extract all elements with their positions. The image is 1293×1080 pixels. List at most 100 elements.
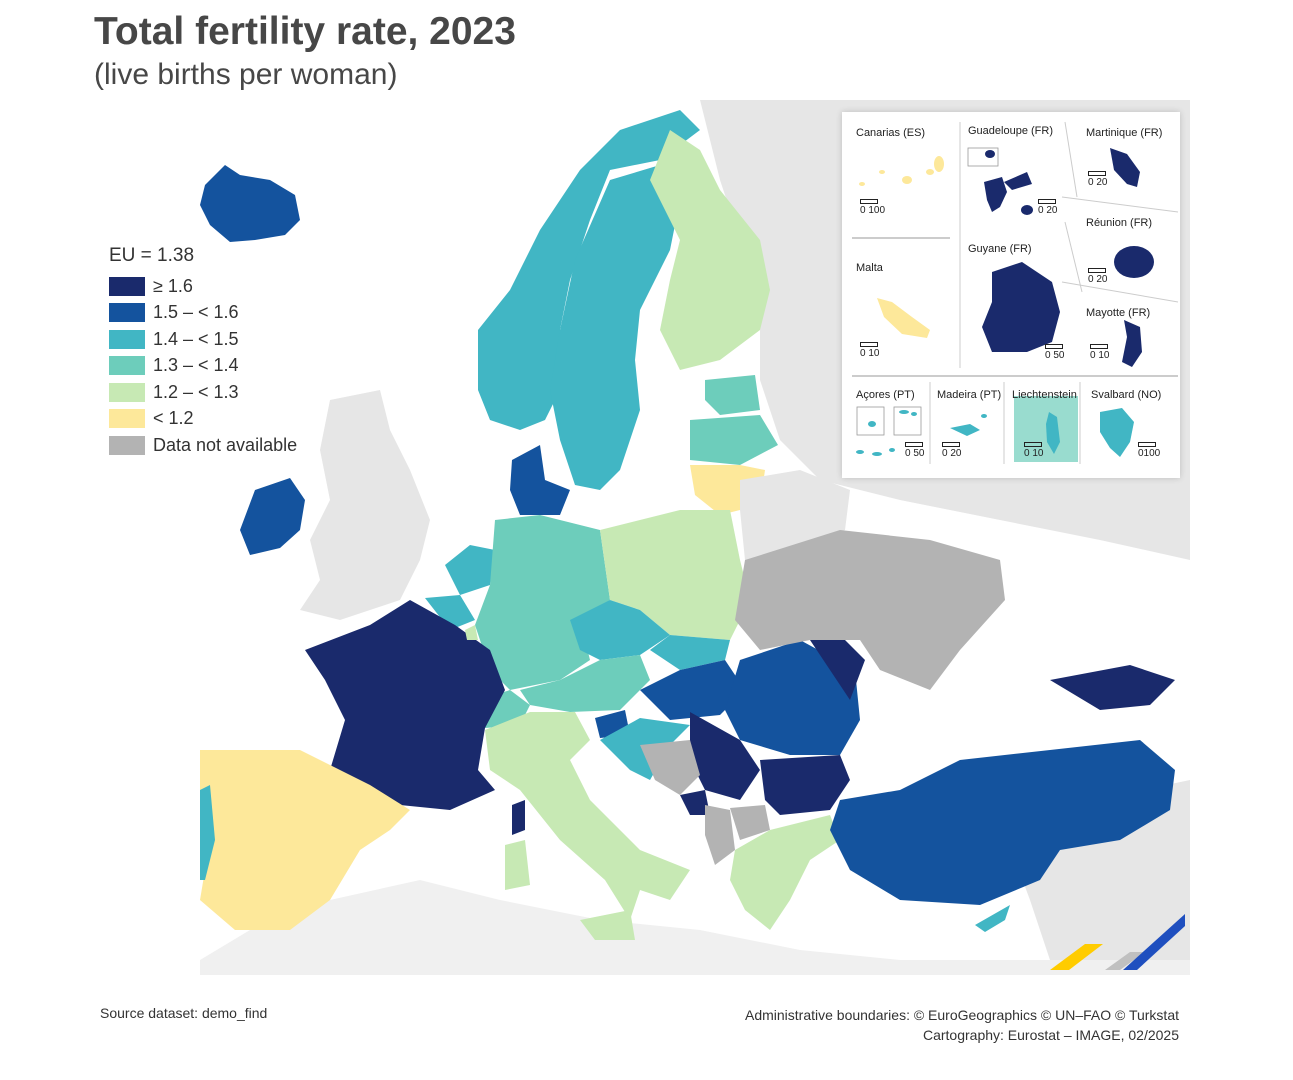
svalbard-shape bbox=[1100, 408, 1134, 457]
poland bbox=[600, 510, 750, 640]
iceland bbox=[200, 165, 300, 242]
scale-bar-svalbard: 0100 bbox=[1138, 442, 1160, 459]
canarias-islands bbox=[859, 156, 944, 186]
north-macedonia bbox=[730, 805, 770, 840]
legend-item: ≥ 1.6 bbox=[109, 273, 297, 300]
austria bbox=[520, 655, 650, 712]
legend-item: 1.2 – < 1.3 bbox=[109, 379, 297, 406]
uk-background bbox=[300, 390, 430, 620]
europe-map bbox=[200, 95, 1190, 975]
latvia bbox=[690, 415, 778, 465]
scale-bar-canarias: 0 100 bbox=[860, 199, 885, 216]
finland bbox=[650, 130, 770, 370]
acores-islands bbox=[856, 410, 917, 456]
madeira-shape bbox=[950, 424, 980, 436]
legend-swatch bbox=[109, 276, 145, 296]
inset-label-martinique: Martinique (FR) bbox=[1086, 127, 1163, 139]
montenegro bbox=[680, 790, 710, 815]
legend-item: < 1.2 bbox=[109, 406, 297, 433]
scale-bar-reunion: 0 20 bbox=[1088, 268, 1107, 285]
legend-label: ≥ 1.6 bbox=[153, 275, 193, 296]
map-title: Total fertility rate, 2023 bbox=[94, 10, 516, 53]
source-text: Source dataset: demo_find bbox=[100, 1005, 268, 1021]
georgia bbox=[1050, 665, 1175, 710]
legend-swatch bbox=[109, 329, 145, 349]
scale-bar-martinique: 0 20 bbox=[1088, 171, 1107, 188]
map-subtitle: (live births per woman) bbox=[94, 58, 398, 91]
denmark bbox=[510, 445, 570, 515]
inset-label-guyane: Guyane (FR) bbox=[968, 243, 1032, 255]
turkey bbox=[830, 740, 1175, 905]
portugal bbox=[200, 785, 215, 880]
credits-cartography: Cartography: Eurostat – IMAGE, 02/2025 bbox=[922, 1027, 1179, 1043]
ukraine bbox=[735, 530, 1005, 690]
legend-label: 1.2 – < 1.3 bbox=[153, 381, 239, 402]
hungary bbox=[640, 660, 745, 720]
scale-bar-guyane: 0 50 bbox=[1045, 344, 1064, 361]
guyane-shape bbox=[982, 262, 1060, 352]
martinique-shape bbox=[1110, 148, 1140, 187]
legend-swatch bbox=[109, 356, 145, 376]
slovakia bbox=[650, 635, 730, 670]
sardinia bbox=[505, 840, 530, 890]
legend-swatch bbox=[109, 382, 145, 402]
inset-label-madeira: Madeira (PT) bbox=[937, 389, 1002, 401]
greece bbox=[730, 815, 840, 930]
legend-label: 1.4 – < 1.5 bbox=[153, 328, 239, 349]
scale-bar-malta: 0 10 bbox=[860, 342, 879, 359]
liechtenstein-shape bbox=[1046, 412, 1060, 454]
netherlands bbox=[445, 545, 495, 595]
corsica bbox=[512, 800, 525, 835]
moldova bbox=[810, 635, 865, 700]
legend-label: 1.5 – < 1.6 bbox=[153, 302, 239, 323]
scale-bar-acores: 0 50 bbox=[905, 442, 924, 459]
legend-swatch bbox=[109, 409, 145, 429]
legend-label: < 1.2 bbox=[153, 408, 194, 429]
north-africa-background bbox=[200, 880, 1190, 975]
sweden bbox=[550, 165, 680, 490]
guadeloupe-shape bbox=[984, 177, 1007, 212]
bosnia bbox=[640, 740, 700, 795]
reunion-shape bbox=[1114, 246, 1154, 278]
france bbox=[305, 600, 505, 810]
inset-label-mayotte: Mayotte (FR) bbox=[1086, 307, 1151, 319]
legend-label: 1.3 – < 1.4 bbox=[153, 355, 239, 376]
serbia bbox=[690, 712, 760, 800]
inset-label-guadeloupe: Guadeloupe (FR) bbox=[968, 125, 1053, 137]
czechia bbox=[570, 600, 670, 660]
legend-title: EU = 1.38 bbox=[109, 245, 195, 266]
romania bbox=[725, 640, 860, 755]
malta-shape bbox=[877, 298, 930, 338]
belgium bbox=[425, 595, 475, 630]
legend-item: 1.4 – < 1.5 bbox=[109, 326, 297, 353]
inset-label-canarias: Canarias (ES) bbox=[856, 127, 926, 139]
inset-label-liechtenstein: Liechtenstein bbox=[1012, 389, 1077, 401]
liechtenstein-background bbox=[1014, 396, 1078, 462]
legend: EU = 1.38 ≥ 1.6 1.5 – < 1.6 1.4 – < 1.5 … bbox=[109, 245, 297, 459]
eurostat-logo bbox=[1045, 912, 1190, 977]
legend-item: Data not available bbox=[109, 432, 297, 459]
bulgaria bbox=[760, 755, 850, 815]
ireland bbox=[240, 478, 305, 555]
cyprus bbox=[975, 905, 1010, 932]
germany bbox=[475, 515, 610, 690]
legend-item: 1.3 – < 1.4 bbox=[109, 353, 297, 380]
estonia bbox=[705, 375, 760, 415]
albania bbox=[705, 805, 735, 865]
legend-swatch bbox=[109, 303, 145, 323]
inset-label-svalbard: Svalbard (NO) bbox=[1091, 389, 1162, 401]
scale-bar-mayotte: 0 10 bbox=[1090, 344, 1109, 361]
legend-swatch bbox=[109, 435, 145, 455]
spain bbox=[200, 750, 410, 930]
credits: Administrative boundaries: © EuroGeograp… bbox=[745, 1005, 1179, 1045]
scale-bar-liechtenstein: 0 10 bbox=[1024, 442, 1043, 459]
legend-label: Data not available bbox=[153, 434, 298, 455]
credits-boundaries: Administrative boundaries: © EuroGeograp… bbox=[744, 1007, 1179, 1023]
scale-bar-guadeloupe: 0 20 bbox=[1038, 199, 1057, 216]
scale-bar-madeira: 0 20 bbox=[942, 442, 961, 459]
norway bbox=[478, 110, 700, 430]
inset-label-acores: Açores (PT) bbox=[856, 389, 915, 401]
sicily bbox=[580, 910, 635, 940]
luxembourg bbox=[465, 625, 478, 640]
inset-label-malta: Malta bbox=[856, 262, 883, 274]
